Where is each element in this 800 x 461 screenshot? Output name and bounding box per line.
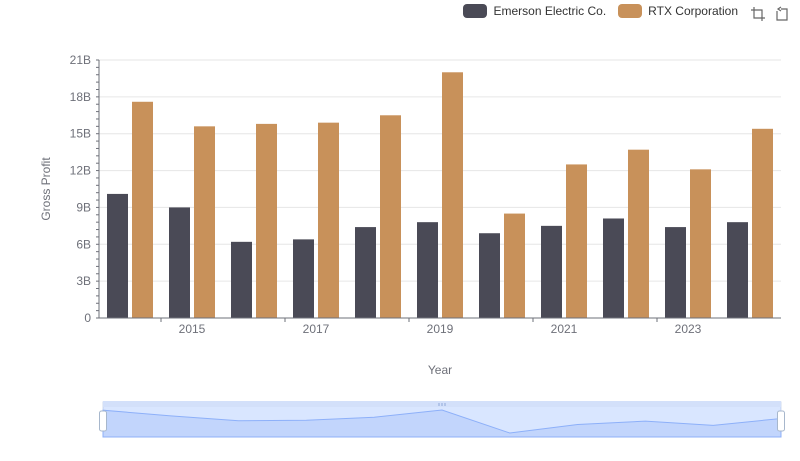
- bar-rtx-2017[interactable]: [318, 122, 339, 319]
- axes: 0 3B 6B 9B 12B 15B 18B 21B 2015 2017 2019 2021 2023: [70, 53, 781, 336]
- y-axis-title: Gross Profit: [39, 157, 53, 221]
- legend-label-emerson: Emerson Electric Co.: [493, 4, 607, 18]
- bar-emerson-2015[interactable]: [169, 207, 190, 318]
- bar-emerson-2023[interactable]: [665, 227, 686, 318]
- legend: Emerson Electric Co. RTX Corporation: [463, 4, 738, 18]
- y-tick-label: 9B: [76, 200, 91, 214]
- bar-rtx-2015[interactable]: [194, 126, 215, 318]
- x-tick-label: 2019: [427, 322, 454, 336]
- bars: [107, 72, 773, 319]
- legend-item-rtx[interactable]: RTX Corporation: [618, 4, 738, 18]
- bar-emerson-2018[interactable]: [355, 227, 376, 318]
- data-zoom-slider[interactable]: [99, 401, 785, 438]
- x-tick-label: 2015: [179, 322, 206, 336]
- y-tick-label: 0: [84, 311, 91, 325]
- bar-rtx-2022[interactable]: [628, 149, 649, 318]
- x-tick-label: 2023: [675, 322, 702, 336]
- zoom-handle-end[interactable]: [777, 410, 785, 432]
- bar-emerson-2014[interactable]: [107, 193, 128, 318]
- x-axis-title: Year: [428, 363, 452, 377]
- bar-emerson-2022[interactable]: [603, 218, 624, 318]
- legend-label-rtx: RTX Corporation: [648, 4, 738, 18]
- bar-rtx-2024[interactable]: [752, 128, 773, 318]
- y-tick-label: 6B: [76, 237, 91, 251]
- restore-icon[interactable]: [774, 6, 790, 22]
- bar-rtx-2014[interactable]: [132, 101, 153, 319]
- bar-rtx-2023[interactable]: [690, 169, 711, 318]
- bar-emerson-2020[interactable]: [479, 233, 500, 318]
- bar-rtx-2018[interactable]: [380, 115, 401, 319]
- zoom-icon[interactable]: [750, 6, 766, 22]
- bar-rtx-2020[interactable]: [504, 213, 525, 318]
- bar-rtx-2016[interactable]: [256, 123, 277, 318]
- bar-emerson-2016[interactable]: [231, 241, 252, 318]
- zoom-preview-area: [102, 409, 782, 438]
- bar-emerson-2019[interactable]: [417, 222, 438, 318]
- bar-rtx-2021[interactable]: [566, 164, 587, 318]
- y-tick-label: 15B: [70, 127, 91, 141]
- x-tick-label: 2017: [303, 322, 330, 336]
- legend-swatch-rtx: [618, 4, 643, 18]
- y-tick-label: 3B: [76, 274, 91, 288]
- legend-swatch-emerson: [463, 4, 488, 18]
- y-tick-label: 18B: [70, 90, 91, 104]
- bar-emerson-2024[interactable]: [727, 222, 748, 318]
- zoom-handle-start[interactable]: [99, 410, 107, 432]
- x-tick-label: 2021: [551, 322, 578, 336]
- zoom-grip-icon: [438, 403, 446, 406]
- toolbox: [750, 6, 790, 22]
- bar-emerson-2017[interactable]: [293, 239, 314, 318]
- legend-item-emerson[interactable]: Emerson Electric Co.: [463, 4, 606, 18]
- bar-emerson-2021[interactable]: [541, 225, 562, 318]
- bar-rtx-2019[interactable]: [442, 72, 463, 319]
- zoom-selection[interactable]: [103, 402, 781, 437]
- y-tick-label: 21B: [70, 53, 91, 67]
- y-tick-label: 12B: [70, 164, 91, 178]
